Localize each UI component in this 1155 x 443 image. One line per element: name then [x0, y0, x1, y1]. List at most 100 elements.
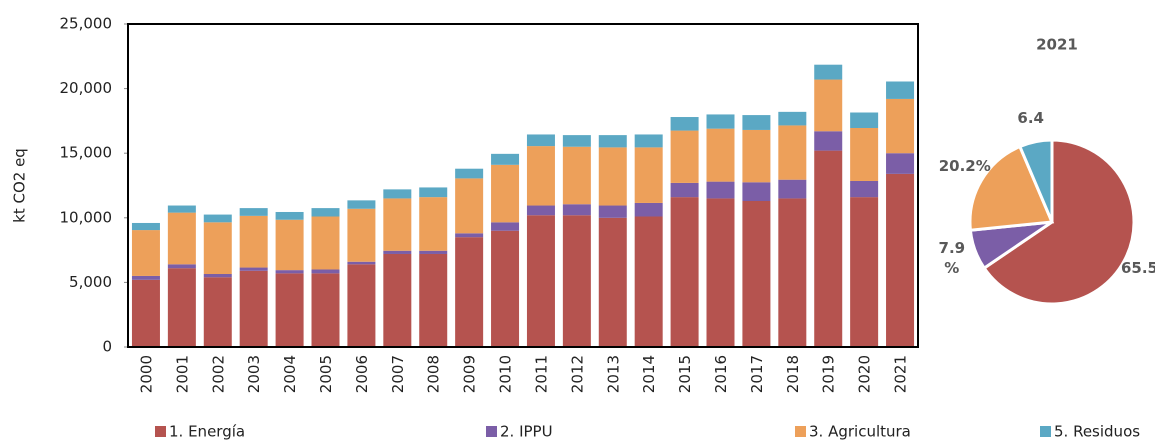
bar-segment — [814, 150, 843, 347]
bar-segment — [742, 115, 771, 130]
bar-segment — [706, 198, 735, 347]
pie-slice — [982, 138, 1136, 306]
bar-segment — [562, 146, 591, 205]
y-axis-label: kt CO2 eq — [11, 148, 29, 223]
bar-segment — [814, 79, 843, 132]
bar-segment — [311, 216, 340, 270]
legend-label: 3. Agricultura — [809, 423, 911, 441]
bar-segment — [347, 264, 376, 347]
legend-swatch — [795, 426, 806, 437]
x-tick-label: 2005 — [317, 355, 335, 393]
bar-segment — [203, 274, 232, 278]
x-tick-label: 2016 — [712, 355, 730, 393]
bar-segment — [562, 204, 591, 216]
legend-swatch — [155, 426, 166, 437]
bar-segment — [347, 208, 376, 262]
bar-segment — [778, 198, 807, 347]
bar-segment — [526, 205, 555, 216]
bar-segment — [347, 200, 376, 209]
pie-label: 7.9 % — [938, 239, 966, 278]
y-tick-label: 5,000 — [69, 273, 112, 291]
bar-segment — [526, 134, 555, 147]
bar-segment — [419, 253, 448, 347]
x-tick-label: 2001 — [173, 355, 191, 393]
bar-segment — [167, 212, 196, 265]
bar-segment — [706, 181, 735, 199]
bar-segment — [634, 216, 663, 347]
bar-segment — [814, 131, 843, 151]
bar-segment — [598, 135, 627, 148]
y-tick-label: 0 — [102, 338, 112, 356]
bar-segment — [670, 182, 699, 198]
bar-segment — [634, 147, 663, 203]
x-tick-label: 2011 — [532, 355, 550, 393]
x-tick-label: 2012 — [568, 355, 586, 393]
bar-segment — [167, 264, 196, 269]
bar-segment — [886, 153, 915, 174]
bar-segment — [526, 215, 555, 347]
legend-label: 5. Residuos — [1054, 423, 1140, 441]
legend-label: 2. IPPU — [500, 423, 553, 441]
x-tick-label: 2009 — [461, 355, 479, 393]
bar-segment — [383, 253, 412, 347]
bar-segment — [526, 146, 555, 206]
pie-label: 6.4 — [1017, 108, 1044, 127]
x-tick-label: 2018 — [784, 355, 802, 393]
bar-segment — [167, 205, 196, 213]
legend-swatch — [486, 426, 497, 437]
bar-segment — [706, 128, 735, 182]
plot-frame — [127, 23, 919, 348]
x-tick-label: 2015 — [676, 355, 694, 393]
bar-segment — [742, 129, 771, 183]
bar-segment — [670, 197, 699, 347]
bar-segment — [239, 267, 268, 271]
bar-segment — [347, 261, 376, 265]
bar-segment — [131, 279, 160, 347]
bar-segment — [455, 168, 484, 179]
bar-segment — [383, 198, 412, 251]
bar-segment — [455, 178, 484, 234]
bar-segment — [455, 233, 484, 238]
x-tick-label: 2008 — [425, 355, 443, 393]
bar-segment — [778, 125, 807, 180]
pie-slice — [968, 144, 1055, 232]
bar-segment — [455, 237, 484, 347]
bar-segment — [239, 215, 268, 268]
bar-segment — [491, 222, 520, 231]
bar-segment — [203, 214, 232, 223]
bar-segment — [311, 273, 340, 347]
bar-segment — [239, 208, 268, 216]
x-tick-label: 2006 — [353, 355, 371, 393]
bar-segment — [383, 189, 412, 199]
bar-segment — [131, 275, 160, 280]
bar-segment — [131, 222, 160, 231]
x-tick-label: 2000 — [137, 355, 155, 393]
bar-segment — [886, 81, 915, 99]
bar-segment — [562, 135, 591, 147]
pie-label: 20.2% — [938, 156, 991, 175]
bar-segment — [850, 112, 879, 129]
bar-segment — [275, 273, 304, 347]
bar-segment — [419, 250, 448, 254]
legend-swatch — [1040, 426, 1051, 437]
bar-segment — [131, 230, 160, 276]
bar-segment — [203, 222, 232, 275]
bar-segment — [491, 164, 520, 223]
bar-segment — [562, 215, 591, 347]
bar-segment — [491, 230, 520, 347]
bar-segment — [311, 208, 340, 217]
bar-segment — [850, 128, 879, 181]
bar-segment — [670, 117, 699, 131]
bar-segment — [778, 179, 807, 199]
bar-segment — [203, 277, 232, 347]
x-tick-label: 2017 — [748, 355, 766, 393]
pie-slice — [1017, 138, 1054, 223]
bar-segment — [598, 217, 627, 347]
bar-segment — [634, 202, 663, 217]
pie-title: 2021 — [1036, 36, 1078, 54]
bar-segment — [383, 250, 412, 254]
bar-segment — [491, 153, 520, 165]
bar-segment — [598, 147, 627, 206]
bar-segment — [886, 98, 915, 154]
